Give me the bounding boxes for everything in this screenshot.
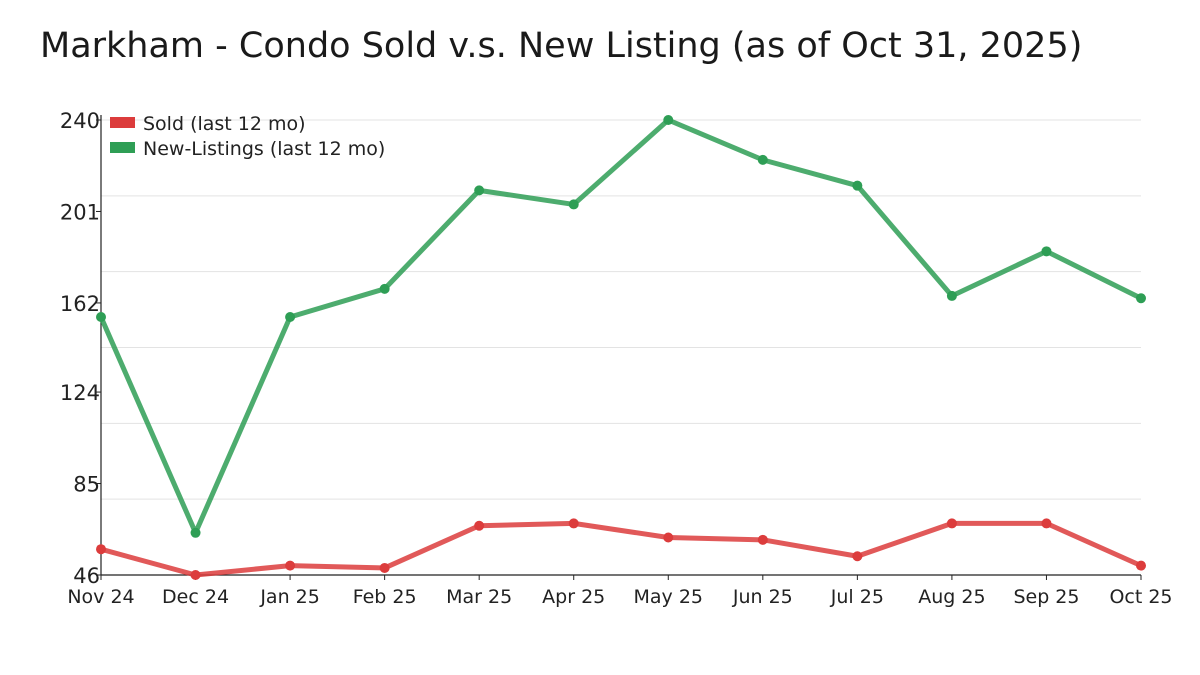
data-point bbox=[757, 534, 768, 545]
x-tick-label: Jun 25 bbox=[732, 586, 793, 608]
data-point bbox=[568, 199, 579, 210]
data-point bbox=[568, 518, 579, 529]
data-point bbox=[379, 283, 390, 294]
data-point bbox=[96, 312, 106, 323]
data-point bbox=[946, 518, 957, 529]
y-tick-label: 201 bbox=[60, 200, 100, 224]
legend-swatch bbox=[110, 142, 135, 153]
legend-swatch bbox=[110, 117, 135, 128]
data-point bbox=[852, 551, 863, 562]
data-point bbox=[190, 527, 201, 538]
data-point bbox=[1136, 560, 1146, 571]
data-point bbox=[474, 520, 485, 531]
x-tick-label: Feb 25 bbox=[353, 586, 417, 608]
y-tick-label: 240 bbox=[60, 109, 100, 133]
x-tick-label: Oct 25 bbox=[1109, 586, 1172, 608]
y-tick-label: 162 bbox=[60, 292, 100, 316]
data-point bbox=[1041, 246, 1052, 257]
x-tick-label: Jul 25 bbox=[830, 586, 884, 608]
x-tick-label: Sep 25 bbox=[1013, 586, 1079, 608]
legend-label: New-Listings (last 12 mo) bbox=[143, 138, 385, 160]
data-point bbox=[285, 312, 296, 323]
x-tick-label: Aug 25 bbox=[918, 586, 985, 608]
y-tick-label: 85 bbox=[73, 473, 100, 497]
x-tick-label: Apr 25 bbox=[542, 586, 605, 608]
legend-label: Sold (last 12 mo) bbox=[143, 113, 306, 135]
data-point bbox=[379, 562, 390, 573]
series-line-sold bbox=[100, 520, 1143, 578]
data-point bbox=[190, 570, 201, 580]
y-tick-label: 46 bbox=[73, 564, 100, 588]
data-point bbox=[1136, 293, 1146, 304]
data-point bbox=[946, 290, 957, 301]
x-tick-label: Mar 25 bbox=[446, 586, 512, 608]
y-tick-label: 124 bbox=[60, 381, 100, 405]
x-tick-label: Nov 24 bbox=[67, 586, 134, 608]
x-tick-label: May 25 bbox=[634, 586, 704, 608]
data-point bbox=[852, 180, 863, 191]
chart-title: Markham - Condo Sold v.s. New Listing (a… bbox=[40, 26, 1083, 66]
data-point bbox=[757, 154, 768, 165]
data-point bbox=[663, 532, 674, 543]
data-point bbox=[285, 560, 296, 571]
x-tick-label: Dec 24 bbox=[162, 586, 229, 608]
data-point bbox=[663, 115, 674, 125]
data-point bbox=[474, 185, 485, 196]
data-point bbox=[96, 544, 106, 555]
series-line-new-listings bbox=[98, 117, 1143, 536]
x-tick-label: Jan 25 bbox=[259, 586, 320, 608]
data-point bbox=[1041, 518, 1052, 529]
